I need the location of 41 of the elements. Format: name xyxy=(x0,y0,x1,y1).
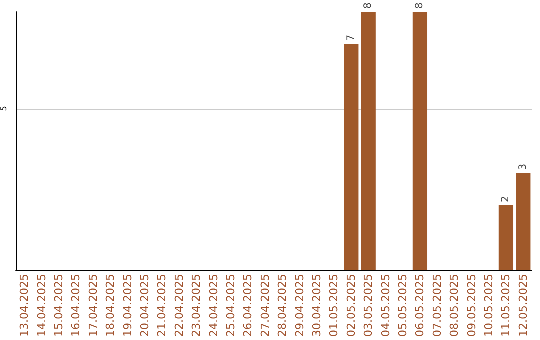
x-tick-label: 01.05.2025 xyxy=(328,274,341,337)
x-tick-label: 21.04.2025 xyxy=(156,274,169,337)
x-tick-label: 19.04.2025 xyxy=(121,274,134,337)
x-tick-label: 30.04.2025 xyxy=(310,274,324,337)
bar xyxy=(361,12,376,270)
x-tick-label: 12.05.2025 xyxy=(516,274,530,337)
x-tick-label: 28.04.2025 xyxy=(276,274,290,337)
x-tick-label: 26.04.2025 xyxy=(242,274,255,337)
x-tick-label: 08.05.2025 xyxy=(448,274,462,337)
x-tick-label: 29.04.2025 xyxy=(293,274,306,337)
bar xyxy=(498,206,514,270)
x-tick-label: 18.04.2025 xyxy=(104,274,118,337)
x-tick-label: 13.04.2025 xyxy=(18,274,32,337)
x-tick-label: 22.04.2025 xyxy=(172,274,186,337)
data-label: 2 xyxy=(500,196,512,202)
x-tick-label: 06.05.2025 xyxy=(414,274,427,337)
x-tick-label: 20.04.2025 xyxy=(138,274,152,337)
bar xyxy=(344,44,359,270)
x-tick-label: 02.05.2025 xyxy=(344,274,358,337)
x-tick-label: 16.04.2025 xyxy=(70,274,83,337)
bar xyxy=(412,12,428,270)
data-label: 8 xyxy=(363,2,374,9)
x-tick-label: 10.05.2025 xyxy=(482,274,496,337)
x-tick-label: 17.04.2025 xyxy=(86,274,100,337)
x-tick-label: 15.04.2025 xyxy=(52,274,66,337)
x-tick-label: 11.05.2025 xyxy=(500,274,513,337)
x-tick-label: 05.05.2025 xyxy=(396,274,410,337)
x-tick-label: 23.04.2025 xyxy=(190,274,204,337)
x-tick-label: 14.04.2025 xyxy=(35,274,48,337)
data-label: 8 xyxy=(414,2,426,9)
data-label: 3 xyxy=(518,164,529,170)
data-label: 7 xyxy=(346,34,357,42)
y-tick-label: 5 xyxy=(0,106,8,112)
x-tick-label: 25.04.2025 xyxy=(224,274,238,337)
x-tick-label: 09.05.2025 xyxy=(465,274,478,337)
x-tick-label: 03.05.2025 xyxy=(362,274,376,337)
x-tick-label: 04.05.2025 xyxy=(379,274,392,337)
x-tick-label: 07.05.2025 xyxy=(430,274,444,337)
bar xyxy=(516,173,531,270)
x-tick-label: 24.04.2025 xyxy=(207,274,220,337)
x-tick-label: 27.04.2025 xyxy=(258,274,272,337)
